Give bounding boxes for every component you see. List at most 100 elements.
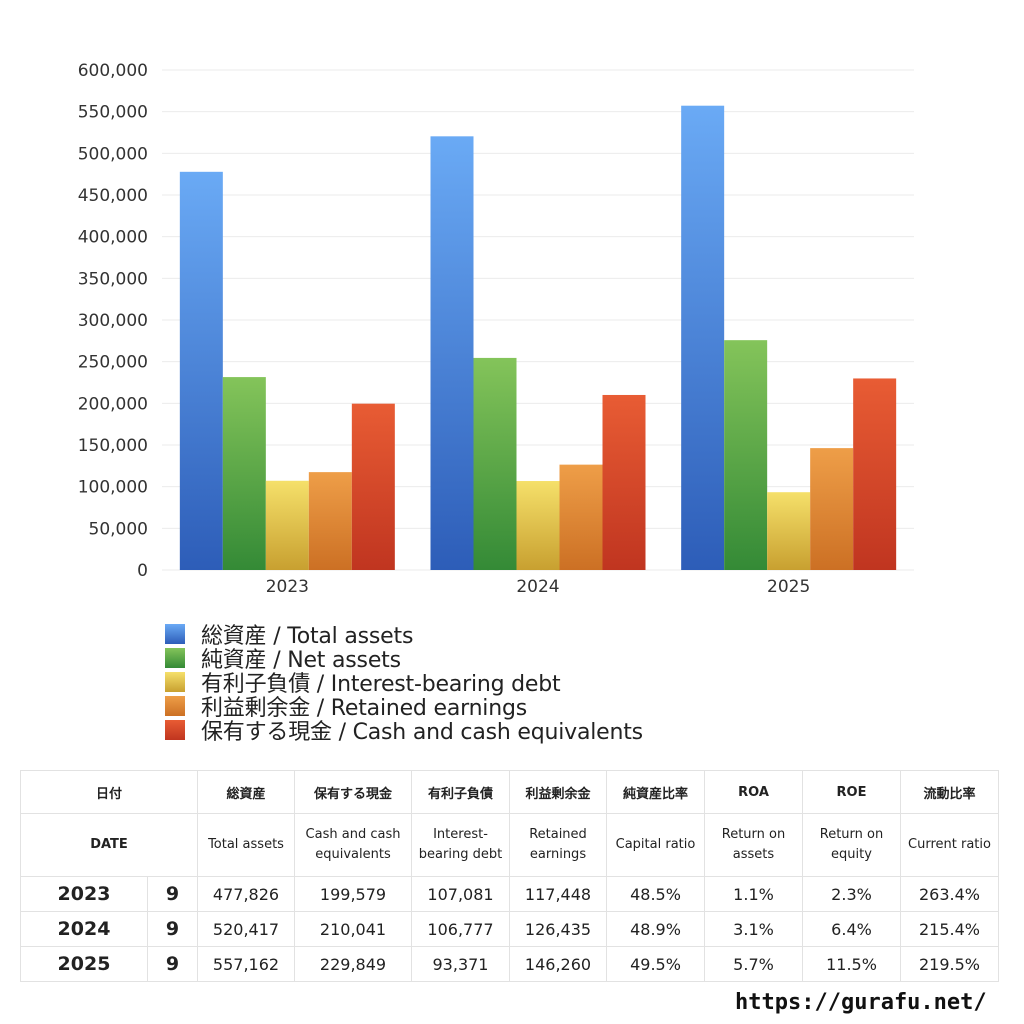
table-cell: 93,371 [411,946,510,982]
table-cell: 3.1% [704,911,803,947]
y-axis-ticks: 0 50,000 100,000 150,000 200,000 250,000 300,0… [78,61,148,581]
table-cell: 219.5% [900,946,999,982]
legend-label: 総資産 / Total assets [201,624,414,649]
legend-swatch [165,648,185,668]
y-tick-label: 150,000 [78,436,148,456]
header-roe-en: Return on equity [802,813,901,877]
table-header-row-jp: 日付 総資産 保有する現金 有利子負債 利益剰余金 純資産比率 ROA ROE … [20,770,999,814]
table-cell: 263.4% [900,876,999,912]
y-tick-label: 250,000 [78,353,148,373]
header-debt-jp: 有利子負債 [411,770,510,814]
header-roa-en: Return on assets [704,813,803,877]
legend-swatch [165,672,185,692]
x-category-label: 2024 [516,577,559,597]
table-cell: 477,826 [197,876,295,912]
table-cell: 199,579 [294,876,412,912]
legend-label: 保有する現金 / Cash and cash equivalents [201,720,643,745]
y-tick-label: 350,000 [78,269,148,289]
table-cell: 49.5% [606,946,705,982]
y-tick-label: 50,000 [89,519,148,539]
table-cell: 2.3% [802,876,901,912]
header-retained-jp: 利益剰余金 [509,770,607,814]
header-date-jp: 日付 [20,770,198,814]
row-year: 2023 [20,876,148,912]
header-roa-jp: ROA [704,770,803,814]
y-tick-label: 0 [137,561,148,581]
table-cell: 5.7% [704,946,803,982]
x-category-label: 2023 [266,577,309,597]
bar-2025-series-2 [767,492,811,570]
table-cell: 215.4% [900,911,999,947]
bar-2024-series-4 [602,394,646,570]
y-tick-label: 550,000 [78,103,148,123]
bar-2025-series-1 [724,340,768,570]
legend-swatch [165,696,185,716]
y-tick-label: 100,000 [78,478,148,498]
y-tick-label: 400,000 [78,228,148,248]
table-cell: 107,081 [411,876,510,912]
legend-label: 純資産 / Net assets [201,648,401,673]
table-cell: 106,777 [411,911,510,947]
header-capital-ratio-jp: 純資産比率 [606,770,705,814]
table-row: 2025 9 557,162 229,849 93,371 146,260 49.5% 5.7… [20,946,999,982]
legend-swatch [165,720,185,740]
row-year: 2025 [20,946,148,982]
row-year: 2024 [20,911,148,947]
legend-item: 保有する現金 / Cash and cash equivalents [165,718,643,745]
bar-2025-series-0 [681,105,725,570]
header-retained-en: Retained earnings [509,813,607,877]
bar-2023-series-3 [308,472,352,570]
summary-table: 日付 総資産 保有する現金 有利子負債 利益剰余金 純資産比率 ROA ROE … [20,770,999,982]
bar-2024-series-3 [559,464,603,570]
table-cell: 210,041 [294,911,412,947]
header-capital-ratio-en: Capital ratio [606,813,705,877]
bar-chart: 0 50,000 100,000 150,000 200,000 250,000 300,0… [78,61,914,597]
y-tick-label: 200,000 [78,394,148,414]
header-debt-en: Interest-bearing debt [411,813,510,877]
legend-swatch [165,624,185,644]
header-cash-en: Cash and cash equivalents [294,813,412,877]
bar-2023-series-2 [265,480,309,570]
table-cell: 1.1% [704,876,803,912]
header-roe-jp: ROE [802,770,901,814]
row-month: 9 [147,911,198,947]
header-cash-jp: 保有する現金 [294,770,412,814]
legend-item: 総資産 / Total assets [165,622,643,649]
table-cell: 48.5% [606,876,705,912]
header-total-assets-jp: 総資産 [197,770,295,814]
table-cell: 146,260 [509,946,607,982]
table-cell: 117,448 [509,876,607,912]
bar-2023-series-4 [351,403,395,570]
row-month: 9 [147,876,198,912]
bar-2024-series-0 [430,136,474,571]
y-tick-label: 300,000 [78,311,148,331]
table-row: 2023 9 477,826 199,579 107,081 117,448 48.5% 1.… [20,876,999,912]
bar-2023-series-1 [222,377,266,570]
y-tick-label: 500,000 [78,144,148,164]
row-month: 9 [147,946,198,982]
table-header-row-en: DATE Total assets Cash and cash equivale… [20,813,999,877]
table-cell: 48.9% [606,911,705,947]
header-current-ratio-en: Current ratio [900,813,999,877]
x-category-label: 2025 [767,577,810,597]
y-tick-label: 450,000 [78,186,148,206]
legend-item: 純資産 / Net assets [165,646,643,673]
table-cell: 229,849 [294,946,412,982]
legend-label: 有利子負債 / Interest-bearing debt [201,672,561,697]
watermark-url: https://gurafu.net/ [735,990,987,1015]
table-cell: 6.4% [802,911,901,947]
bar-2024-series-2 [516,481,560,570]
bar-2024-series-1 [473,357,517,570]
x-axis-categories: 2023 2024 2025 [266,577,811,597]
legend-item: 利益剰余金 / Retained earnings [165,694,643,721]
bar-2025-series-4 [853,378,897,570]
table-cell: 557,162 [197,946,295,982]
table-cell: 11.5% [802,946,901,982]
legend-label: 利益剰余金 / Retained earnings [201,696,527,721]
bar-2023-series-0 [179,171,223,571]
y-tick-label: 600,000 [78,61,148,81]
header-date-en: DATE [20,813,198,877]
table-cell: 520,417 [197,911,295,947]
bars [179,105,897,571]
legend-item: 有利子負債 / Interest-bearing debt [165,670,643,697]
